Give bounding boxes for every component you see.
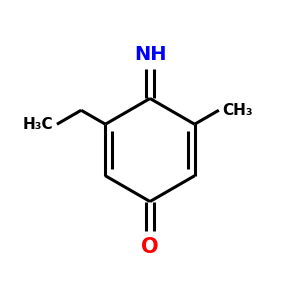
Text: CH₃: CH₃	[222, 103, 253, 118]
Text: NH: NH	[134, 45, 166, 64]
Text: O: O	[141, 237, 159, 257]
Text: H₃C: H₃C	[23, 117, 53, 132]
